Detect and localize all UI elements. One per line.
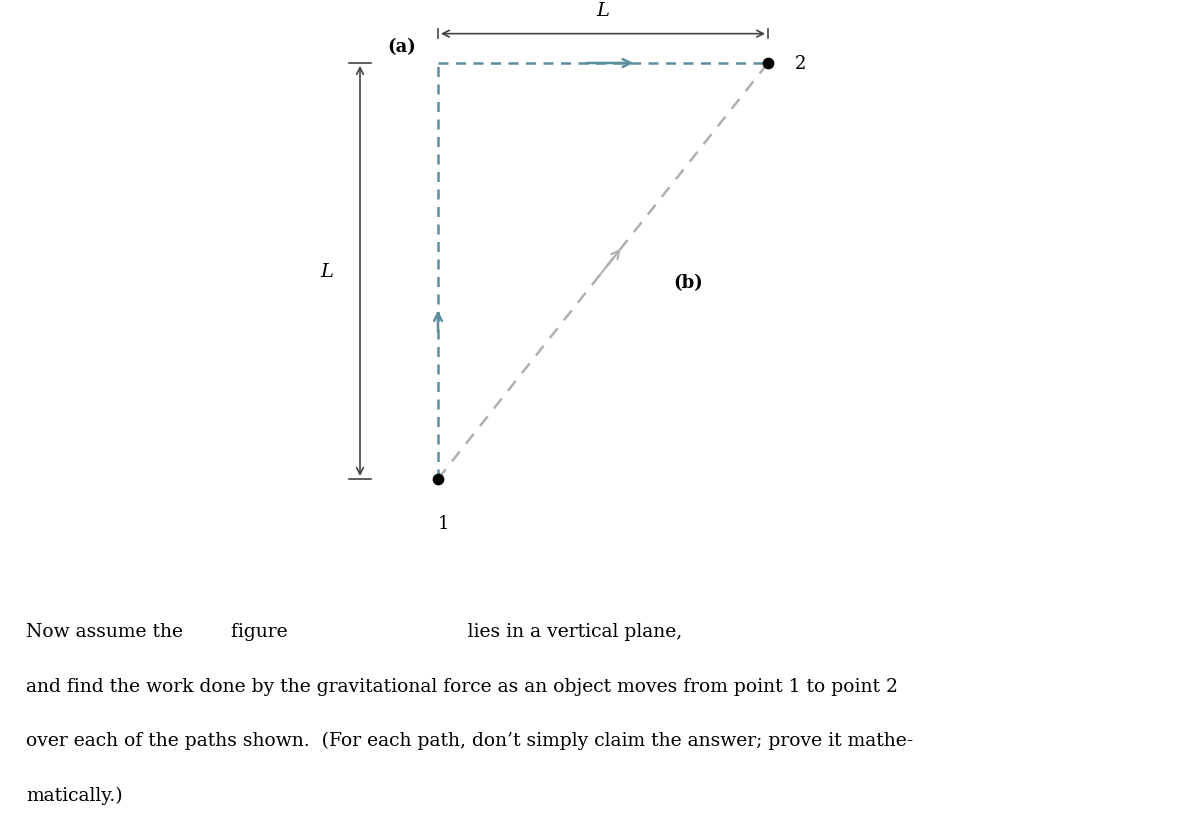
Point <box>758 57 778 70</box>
Text: (b): (b) <box>673 274 703 292</box>
Text: Now assume the        figure                              lies in a vertical pla: Now assume the figure lies in a vertical… <box>26 623 683 641</box>
Text: 1: 1 <box>438 514 450 532</box>
Text: and find the work done by the gravitational force as an object moves from point : and find the work done by the gravitatio… <box>26 677 899 695</box>
Text: over each of the paths shown.  (For each path, don’t simply claim the answer; pr: over each of the paths shown. (For each … <box>26 731 913 749</box>
Text: 2: 2 <box>794 55 805 73</box>
Point <box>428 473 448 486</box>
Text: L: L <box>320 263 332 280</box>
Text: (a): (a) <box>388 38 416 56</box>
Text: matically.): matically.) <box>26 786 124 804</box>
Text: L: L <box>596 2 610 20</box>
